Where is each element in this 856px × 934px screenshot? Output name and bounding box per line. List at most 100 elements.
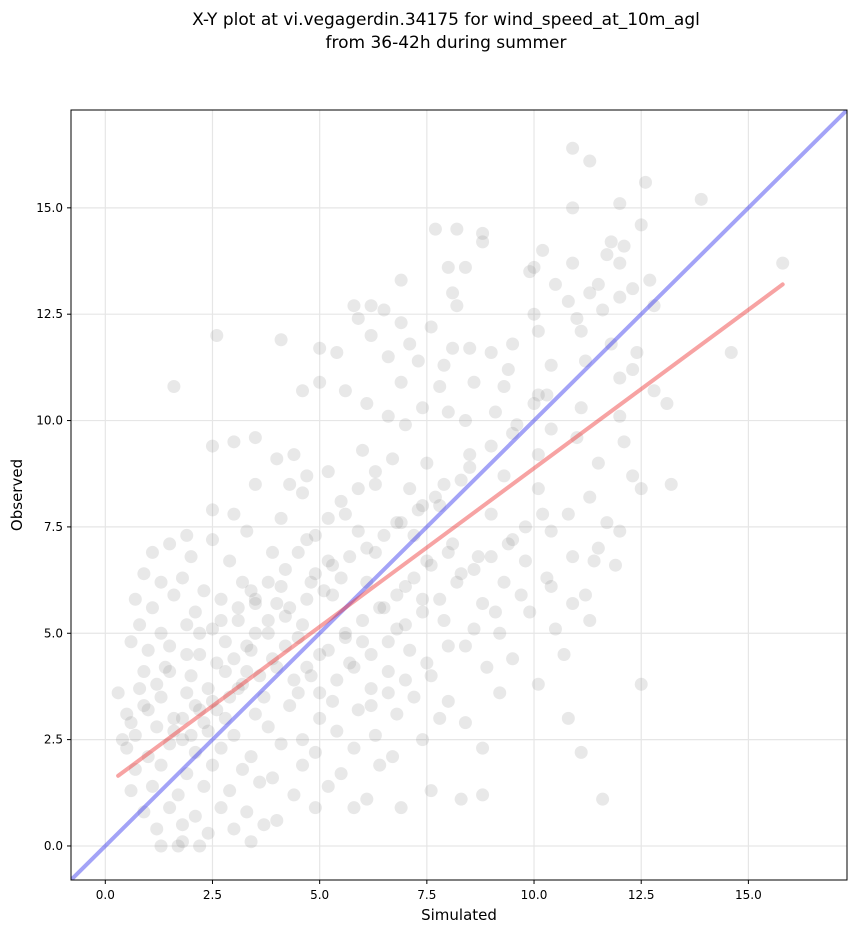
data-point <box>463 448 477 462</box>
data-point <box>454 792 468 806</box>
data-point <box>364 328 378 342</box>
data-point <box>433 592 447 606</box>
data-point <box>313 711 327 725</box>
data-point <box>308 567 322 581</box>
data-point <box>313 648 327 662</box>
x-axis-ticks: 0.0 2.5 5.0 7.5 10.0 12.5 15.0 <box>96 880 762 902</box>
data-point <box>488 605 502 619</box>
data-point <box>338 626 352 640</box>
data-point <box>591 541 605 555</box>
data-point <box>214 741 228 755</box>
data-point <box>373 601 387 615</box>
data-point <box>518 554 532 568</box>
data-point <box>441 639 455 653</box>
data-point <box>128 592 142 606</box>
data-point <box>278 639 292 653</box>
data-point <box>235 575 249 589</box>
data-point <box>308 528 322 542</box>
data-point <box>261 626 275 640</box>
data-point <box>484 550 498 564</box>
x-axis-label: Simulated <box>421 906 497 924</box>
data-point <box>368 545 382 559</box>
data-point <box>227 652 241 666</box>
data-point <box>531 677 545 691</box>
data-point <box>330 345 344 359</box>
data-point <box>450 299 464 313</box>
data-point <box>578 354 592 368</box>
data-point <box>377 528 391 542</box>
data-point <box>347 741 361 755</box>
data-point <box>531 448 545 462</box>
data-point <box>510 418 524 432</box>
data-point <box>210 328 224 342</box>
data-point <box>536 243 550 257</box>
data-point <box>137 665 151 679</box>
x-tick-label: 15.0 <box>735 888 762 902</box>
data-point <box>476 788 490 802</box>
data-point <box>394 316 408 330</box>
data-point <box>205 694 219 708</box>
data-point <box>416 592 430 606</box>
data-point <box>377 601 391 615</box>
data-point <box>497 380 511 394</box>
data-point <box>167 711 181 725</box>
data-point <box>317 584 331 598</box>
data-point <box>167 588 181 602</box>
data-point <box>497 575 511 589</box>
data-point <box>398 618 412 632</box>
data-point <box>368 465 382 479</box>
data-point <box>476 235 490 249</box>
data-point <box>120 707 134 721</box>
data-point <box>364 299 378 313</box>
data-point <box>364 648 378 662</box>
chart-subtitle: from 36-42h during summer <box>326 33 567 53</box>
data-point <box>137 805 151 819</box>
data-point <box>523 605 537 619</box>
data-point <box>407 528 421 542</box>
data-point <box>244 750 258 764</box>
data-point <box>570 311 584 325</box>
data-point <box>223 690 237 704</box>
data-point <box>416 733 430 747</box>
data-point <box>351 524 365 538</box>
data-point <box>527 397 541 411</box>
data-point <box>424 669 438 683</box>
data-point <box>283 699 297 713</box>
data-point <box>300 533 314 547</box>
data-point <box>566 256 580 270</box>
data-point <box>291 686 305 700</box>
data-point <box>467 375 481 389</box>
data-point <box>133 682 147 696</box>
data-point <box>626 469 640 483</box>
data-point <box>394 516 408 530</box>
data-point <box>197 716 211 730</box>
data-point <box>223 554 237 568</box>
data-point <box>390 707 404 721</box>
data-point <box>381 350 395 364</box>
data-point <box>231 682 245 696</box>
data-point <box>544 358 558 372</box>
data-point <box>120 741 134 755</box>
data-point <box>171 839 185 853</box>
data-point <box>407 690 421 704</box>
data-point <box>596 792 610 806</box>
data-point <box>600 516 614 530</box>
data-point <box>647 299 661 313</box>
data-point <box>613 409 627 423</box>
data-point <box>244 643 258 657</box>
data-point <box>531 388 545 402</box>
data-point <box>583 613 597 627</box>
data-point <box>150 720 164 734</box>
data-point <box>223 784 237 798</box>
data-point <box>437 613 451 627</box>
data-point <box>377 303 391 317</box>
data-point <box>154 758 168 772</box>
data-point <box>270 452 284 466</box>
data-point <box>296 618 310 632</box>
x-tick-label: 2.5 <box>203 888 222 902</box>
data-point <box>548 277 562 291</box>
data-point <box>544 422 558 436</box>
data-point <box>428 222 442 236</box>
data-point <box>188 809 202 823</box>
data-point <box>561 711 575 725</box>
